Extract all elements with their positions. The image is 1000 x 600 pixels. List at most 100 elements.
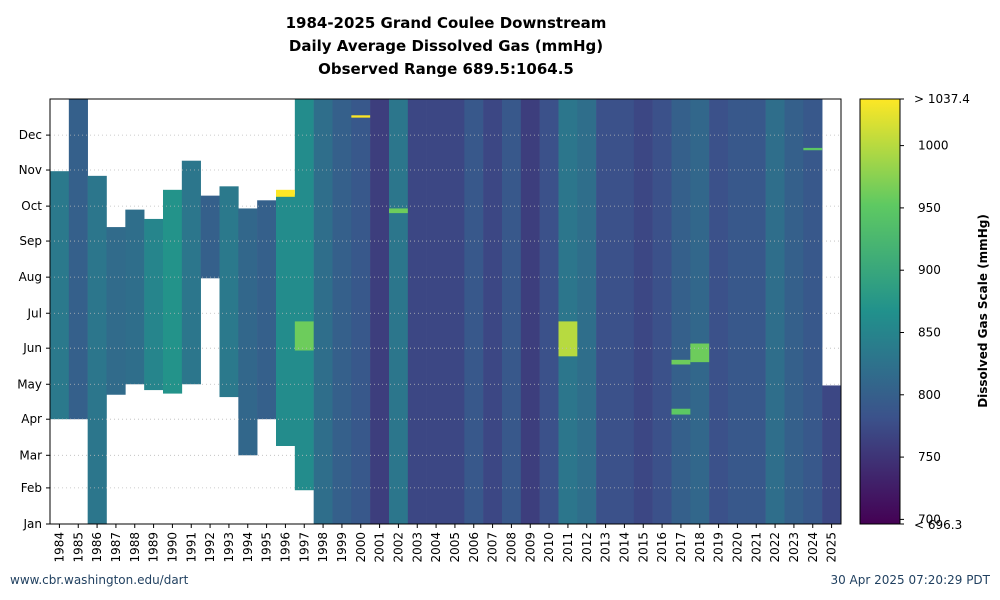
heatmap-column-2006 <box>464 99 484 524</box>
heatmap-column-2016 <box>652 99 672 524</box>
colorbar-bottom-label: < 696.3 <box>914 518 962 532</box>
footer-timestamp: 30 Apr 2025 07:20:29 PDT <box>830 573 990 587</box>
y-tick-label: Aug <box>19 270 42 284</box>
heatmap-highlight-2024 <box>803 147 823 151</box>
x-tick-label: 1990 <box>165 532 179 563</box>
x-tick-label: 2016 <box>655 532 669 563</box>
x-tick-label: 2019 <box>712 532 726 563</box>
colorbar-title: Dissolved Gas Scale (mmHg) <box>976 214 990 408</box>
colorbar-tick-label: 800 <box>918 388 941 402</box>
x-tick-label: 2017 <box>674 532 688 563</box>
heatmap-column-1990 <box>163 189 183 394</box>
heatmap-column-1996 <box>276 194 296 446</box>
y-tick-label: Feb <box>21 481 42 495</box>
heatmap-column-2005 <box>445 99 465 524</box>
heatmap-column-1986 <box>87 175 107 524</box>
heatmap-column-2023 <box>784 99 804 524</box>
heatmap-column-1988 <box>125 209 145 385</box>
x-tick-label: 2002 <box>391 532 405 563</box>
heatmap-column-2025 <box>822 385 842 524</box>
x-tick-label: 2024 <box>806 532 820 563</box>
y-tick-label: Apr <box>21 412 42 426</box>
x-tick-label: 1985 <box>71 532 85 563</box>
colorbar <box>859 98 901 525</box>
x-tick-label: 2010 <box>542 532 556 563</box>
x-tick-label: 2011 <box>561 532 575 563</box>
colorbar-top-label: > 1037.4 <box>914 92 970 106</box>
x-tick-label: 2015 <box>636 532 650 563</box>
heatmap-column-2007 <box>483 99 503 524</box>
x-tick-label: 1995 <box>260 532 274 563</box>
chart-title-line-3: Observed Range 689.5:1064.5 <box>318 60 574 78</box>
colorbar-tick-label: 1000 <box>918 139 949 153</box>
x-tick-label: 2013 <box>599 532 613 563</box>
heatmap-highlight-2017 <box>671 408 691 415</box>
heatmap-column-2014 <box>615 99 635 524</box>
heatmap-column-1991 <box>181 160 201 385</box>
y-tick-label: May <box>17 377 42 391</box>
x-tick-label: 2001 <box>373 532 387 563</box>
heatmap-column-2013 <box>596 99 616 524</box>
footer-source-link[interactable]: www.cbr.washington.edu/dart <box>10 573 189 587</box>
heatmap-column-2019 <box>709 99 729 524</box>
y-tick-label: Sep <box>19 234 42 248</box>
heatmap-column-2021 <box>746 99 766 524</box>
y-tick-label: Mar <box>19 448 42 462</box>
x-tick-label: 2023 <box>787 532 801 563</box>
y-tick-label: Nov <box>19 163 42 177</box>
heatmap-column-1989 <box>144 218 164 391</box>
x-tick-label: 2006 <box>467 532 481 563</box>
x-tick-label: 1991 <box>184 532 198 563</box>
x-tick-label: 1989 <box>147 532 161 563</box>
colorbar-tick-label: 900 <box>918 263 941 277</box>
x-tick-label: 1997 <box>297 532 311 563</box>
heatmap-column-1993 <box>219 186 239 398</box>
x-tick-label: 2018 <box>693 532 707 563</box>
y-tick-label: Jul <box>27 306 42 320</box>
heatmap-column-2018 <box>690 99 710 524</box>
heatmap-highlight-2018 <box>690 343 710 363</box>
heatmap-column-2024 <box>803 99 823 524</box>
heatmap-highlight-2000 <box>351 115 371 118</box>
x-tick-label: 1996 <box>278 532 292 563</box>
x-tick-label: 2014 <box>617 532 631 563</box>
heatmap-column-2009 <box>520 99 540 524</box>
colorbar-tick-label: 950 <box>918 201 941 215</box>
heatmap-column-1987 <box>106 227 126 395</box>
x-tick-label: 1986 <box>90 532 104 563</box>
x-tick-label: 2022 <box>768 532 782 563</box>
chart-title: 1984-2025 Grand Coulee Downstream Daily … <box>0 12 892 81</box>
x-tick-label: 2003 <box>410 532 424 563</box>
heatmap-highlight-2017 <box>671 359 691 365</box>
x-axis: 1984 1985 1986 1987 1988 1989 1990 1991 1992 1993… <box>52 524 839 563</box>
chart-title-line-2: Daily Average Dissolved Gas (mmHg) <box>288 37 604 55</box>
x-tick-label: 2009 <box>523 532 537 563</box>
x-tick-label: 1993 <box>222 532 236 563</box>
y-tick-label: Oct <box>21 199 42 213</box>
heatmap-column-1992 <box>200 195 220 279</box>
heatmap-column-2011 <box>558 99 578 524</box>
heatmap-column-2003 <box>407 99 427 524</box>
heatmap-column-2001 <box>370 99 390 524</box>
heatmap-highlight-1997 <box>294 321 314 351</box>
heatmap-column-2015 <box>633 99 653 524</box>
x-tick-label: 1987 <box>109 532 123 563</box>
x-tick-label: 1998 <box>316 532 330 563</box>
heatmap-highlight-2002 <box>389 208 408 214</box>
heatmap-column-1984 <box>50 171 70 420</box>
x-tick-label: 1999 <box>335 532 349 563</box>
heatmap-column-2017 <box>671 99 691 524</box>
heatmap-column-1997 <box>294 99 314 491</box>
x-tick-label: 2004 <box>429 532 443 563</box>
heatmap-column-2020 <box>728 99 748 524</box>
heatmap-column-2004 <box>426 99 446 524</box>
heatmap-column-1994 <box>238 208 258 456</box>
colorbar-tick-label: 700 <box>918 512 941 526</box>
x-tick-label: 2012 <box>580 532 594 563</box>
y-tick-label: Dec <box>19 128 42 142</box>
heatmap-column-1995 <box>257 200 277 420</box>
x-tick-label: 2005 <box>448 532 462 563</box>
y-tick-label: Jan <box>23 517 43 531</box>
colorbar-tick-label: 850 <box>918 325 941 339</box>
